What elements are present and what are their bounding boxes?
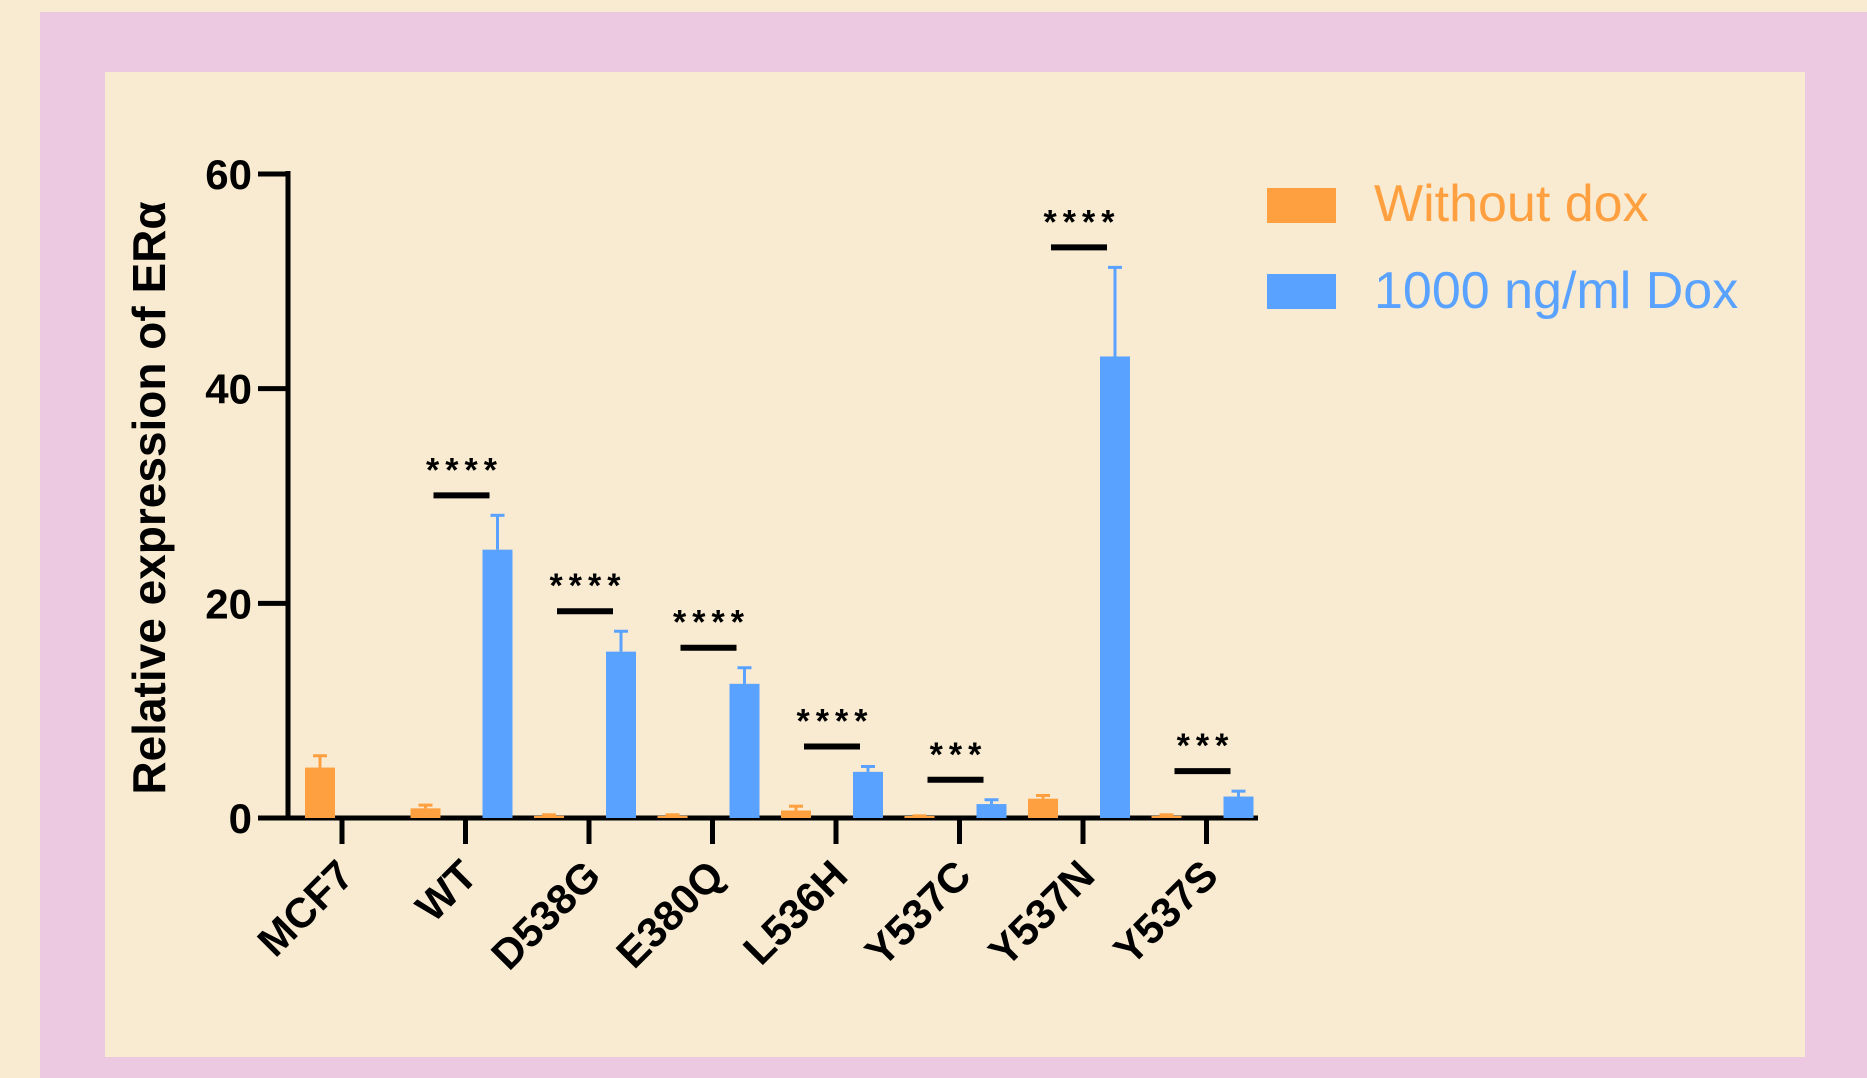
legend-label-1000-ng-ml-dox: 1000 ng/ml Dox	[1374, 262, 1738, 320]
y-axis-label: Relative expression of ERα	[123, 201, 175, 794]
x-tick-label-d538g: D538G	[482, 851, 609, 978]
significance-label-d538g: ****	[550, 567, 627, 605]
significance-label-e380q: ****	[673, 604, 750, 642]
bar-1000-ng-ml-dox-y537s	[1223, 796, 1254, 818]
y-tick-label-60: 60	[205, 151, 252, 198]
bar-without-dox-wt	[410, 808, 441, 818]
chart-panel	[105, 72, 1805, 1057]
bar-1000-ng-ml-dox-y537c	[976, 804, 1007, 818]
x-tick-label-y537s: Y537S	[1104, 851, 1226, 973]
x-tick-label-e380q: E380Q	[607, 851, 733, 977]
bar-without-dox-mcf7	[305, 767, 335, 818]
bar-without-dox-e380q	[657, 815, 688, 818]
significance-label-y537s: ***	[1177, 727, 1235, 765]
bar-without-dox-y537s	[1151, 815, 1182, 818]
significance-label-wt: ****	[426, 451, 503, 489]
x-tick-label-l536h: L536H	[734, 851, 856, 973]
bar-1000-ng-ml-dox-y537n	[1100, 356, 1130, 818]
bar-1000-ng-ml-dox-wt	[482, 549, 513, 818]
significance-label-l536h: ****	[797, 702, 874, 740]
y-tick-label-40: 40	[205, 366, 252, 413]
x-tick-label-y537n: Y537N	[979, 851, 1103, 975]
x-tick-label-mcf7: MCF7	[248, 851, 362, 965]
significance-label-y537c: ***	[930, 736, 988, 774]
x-tick-label-wt: WT	[406, 851, 486, 931]
bar-without-dox-l536h	[781, 810, 811, 818]
bar-without-dox-y537n	[1028, 798, 1058, 818]
legend: Without dox 1000 ng/ml Dox	[1267, 175, 1738, 320]
bars	[305, 265, 1254, 818]
y-tick-label-20: 20	[205, 580, 252, 627]
legend-swatch-1000-ng-ml-dox	[1267, 274, 1336, 309]
significance-label-y537n: ****	[1044, 203, 1121, 241]
bar-1000-ng-ml-dox-d538g	[606, 651, 636, 818]
legend-swatch-without-dox	[1267, 188, 1336, 223]
bar-1000-ng-ml-dox-l536h	[853, 771, 883, 818]
y-tick-label-0: 0	[229, 795, 252, 842]
significance-markers: **************************	[426, 203, 1235, 783]
x-tick-label-y537c: Y537C	[856, 851, 980, 975]
bar-1000-ng-ml-dox-e380q	[729, 683, 760, 818]
bar-without-dox-d538g	[534, 815, 564, 818]
legend-label-without-dox: Without dox	[1374, 175, 1649, 233]
